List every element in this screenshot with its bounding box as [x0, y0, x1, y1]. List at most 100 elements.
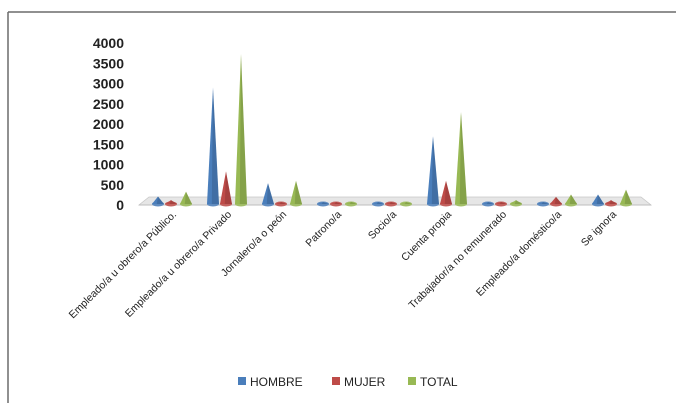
cone-hombre [317, 201, 329, 207]
cone-body [165, 200, 177, 204]
cone-body [290, 180, 302, 204]
legend-swatch-mujer [332, 377, 340, 385]
cone-body [330, 202, 342, 204]
cone-shade [389, 202, 397, 204]
cone-hombre [262, 183, 274, 207]
cone-mujer [605, 200, 617, 207]
cone-body [220, 171, 232, 204]
x-axis-labels: Empleado/a u obrero/a Público.Empleado/a… [67, 209, 620, 322]
cone-hombre [152, 196, 164, 207]
cone-shade [279, 202, 287, 204]
cone-body [440, 180, 452, 204]
cone-body [510, 200, 522, 204]
cone-shade [294, 180, 302, 204]
cone-series [152, 53, 632, 207]
cone-shade [169, 200, 177, 204]
cone-body [550, 196, 562, 204]
y-tick-label: 3000 [93, 76, 124, 92]
cone-body [235, 53, 247, 205]
cone-shade [349, 201, 357, 204]
cone-hombre [372, 201, 384, 207]
cone-shade [609, 200, 617, 204]
cone-body [455, 111, 467, 204]
y-tick-label: 1000 [93, 157, 124, 173]
cone-mujer [275, 201, 287, 207]
y-tick-label: 500 [101, 177, 125, 193]
cone-total [180, 191, 192, 207]
cone-body [427, 136, 439, 204]
x-category-label: Empleado/a u obrero/a Público. [67, 209, 179, 321]
y-tick-label: 2000 [93, 116, 124, 132]
cone-total [455, 111, 467, 207]
cone-total [290, 180, 302, 207]
cone-hombre [207, 87, 219, 207]
y-tick-label: 2500 [93, 96, 124, 112]
cone-shade [211, 87, 219, 204]
legend-swatch-hombre [238, 377, 246, 385]
cone-body [345, 201, 357, 204]
cone-mujer [220, 171, 232, 207]
legend-swatch-total [408, 377, 416, 385]
cone-shade [376, 202, 384, 204]
cone-mujer [165, 200, 177, 207]
cone-total [235, 53, 247, 207]
cone-body [400, 202, 412, 204]
cone-body [262, 183, 274, 204]
cone-total [345, 201, 357, 207]
cone-shade [334, 202, 342, 204]
cone-total [620, 189, 632, 207]
cone-shade [184, 191, 192, 204]
legend-label-mujer: MUJER [344, 375, 386, 389]
cone-body [275, 202, 287, 204]
cone-shade [156, 196, 164, 204]
cone-mujer [550, 196, 562, 207]
cone-body [385, 202, 397, 204]
y-axis-ticks: 0 500 1000 1500 2000 2500 3000 3500 4000 [93, 35, 124, 213]
cone-shade [224, 171, 232, 204]
cone-mujer [440, 180, 452, 207]
cone-body [180, 191, 192, 204]
cone-body [317, 202, 329, 204]
cone-hombre [592, 194, 604, 207]
cone-mujer [385, 201, 397, 207]
cone-shade [569, 194, 577, 204]
x-category-label: Trabajador/a no remunerado [406, 209, 509, 312]
cone-body [620, 189, 632, 204]
cone-shade [596, 194, 604, 204]
cone-body [372, 202, 384, 204]
cone-shade [624, 189, 632, 204]
cone-hombre [482, 201, 494, 207]
x-category-label: Patrono/a [303, 209, 344, 250]
cone-shade [541, 202, 549, 204]
cone-body [495, 202, 507, 204]
y-tick-label: 1500 [93, 136, 124, 152]
cone-shade [404, 202, 412, 204]
x-category-label: Se ignora [579, 209, 619, 249]
cone-body [152, 196, 164, 204]
cone-body [482, 202, 494, 204]
cone-shade [444, 180, 452, 204]
y-tick-label: 3500 [93, 55, 124, 71]
cone-shade [266, 183, 274, 204]
x-category-label: Cuenta propia [399, 209, 454, 264]
legend-label-total: TOTAL [420, 375, 458, 389]
cone-total [565, 194, 577, 207]
cone-mujer [330, 201, 342, 207]
x-category-label: Empleado/a u obrero/a Privado [123, 209, 234, 320]
x-category-label: Socio/a [366, 209, 399, 242]
cone-hombre [537, 201, 549, 207]
y-tick-label: 4000 [93, 35, 124, 51]
cone-body [207, 87, 219, 204]
cone-total [400, 201, 412, 207]
y-tick-label: 0 [116, 197, 124, 213]
cone-shade [486, 202, 494, 204]
cone-body [592, 194, 604, 204]
cone-shade [514, 200, 522, 204]
cone-shade [431, 136, 439, 204]
cone-mujer [495, 201, 507, 207]
cone-shade [554, 196, 562, 204]
cone-shade [499, 202, 507, 204]
cone-body [565, 194, 577, 204]
